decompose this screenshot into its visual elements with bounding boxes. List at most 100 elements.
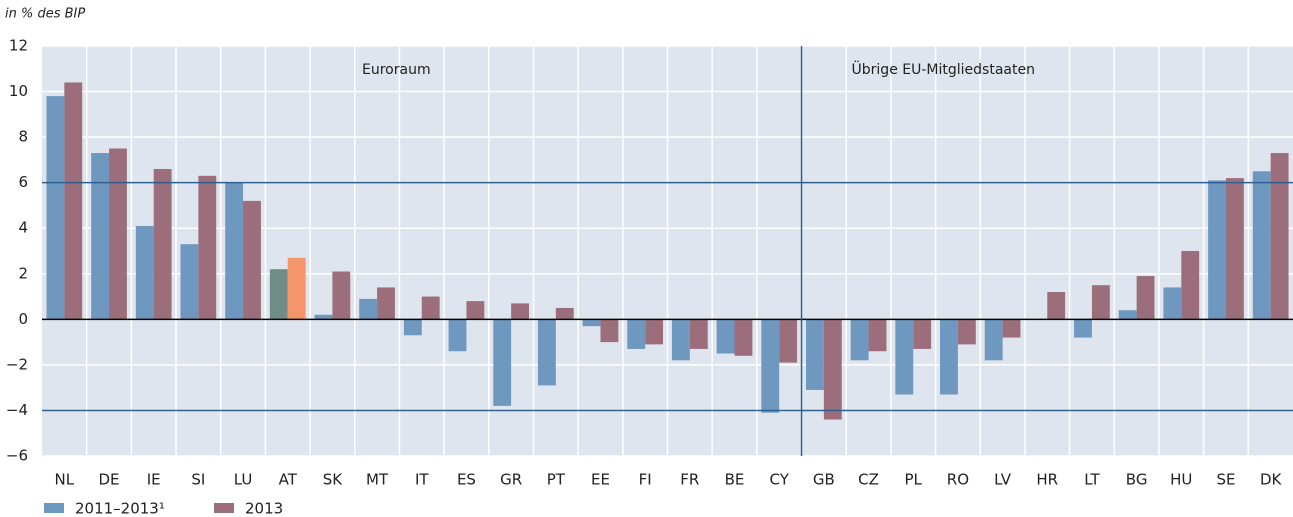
bar: [537, 319, 556, 386]
bar: [582, 319, 601, 327]
bar: [689, 319, 708, 349]
bar: [377, 287, 395, 320]
bar: [645, 319, 664, 345]
bar: [493, 319, 512, 406]
y-tick-label: 6: [18, 173, 28, 191]
bar: [1118, 310, 1137, 320]
x-tick-label: CZ: [858, 471, 879, 489]
bar: [448, 319, 467, 352]
legend-swatch: [44, 503, 64, 513]
bar: [671, 319, 690, 361]
x-tick-label: PT: [547, 471, 566, 489]
bar: [1208, 180, 1226, 320]
legend-label: 2013: [245, 500, 283, 517]
bar: [734, 319, 753, 356]
bar: [913, 319, 932, 349]
x-tick-label: ES: [457, 471, 476, 489]
x-tick-label: DE: [99, 471, 120, 489]
bar: [269, 269, 288, 320]
bar: [627, 319, 646, 349]
y-tick-label: 10: [9, 82, 28, 100]
y-tick-label: 0: [18, 310, 28, 328]
x-tick-label: IE: [147, 471, 161, 489]
bar: [1270, 153, 1289, 320]
bar: [1225, 178, 1244, 320]
y-tick-label: 8: [18, 128, 28, 146]
x-tick-label: IT: [415, 471, 429, 489]
bar: [1074, 319, 1092, 338]
x-tick-label: FR: [680, 471, 699, 489]
x-tick-label: PL: [905, 471, 923, 489]
x-tick-label: FI: [639, 471, 652, 489]
x-tick-label: NL: [55, 471, 75, 489]
legend-swatch: [214, 503, 234, 513]
bar: [940, 319, 958, 395]
bar: [895, 319, 914, 395]
y-tick-label: 12: [9, 37, 28, 55]
bar: [135, 225, 154, 320]
bar: [1252, 171, 1271, 320]
bar: [332, 271, 351, 320]
legend-label: 2011–2013¹: [75, 500, 165, 517]
bar: [1002, 319, 1021, 338]
group-label: Übrige EU-Mitgliedstaaten: [852, 60, 1035, 78]
y-tick-label: −6: [6, 447, 28, 465]
bar: [1047, 292, 1066, 320]
x-tick-label: HR: [1036, 471, 1058, 489]
x-tick-label: EE: [591, 471, 610, 489]
bar: [1091, 285, 1110, 320]
bar: [1136, 276, 1155, 320]
bar: [1181, 251, 1200, 320]
bar: [984, 319, 1003, 361]
bar: [716, 319, 735, 354]
bar: [403, 319, 422, 336]
x-tick-label: SE: [1216, 471, 1235, 489]
x-tick-label: DK: [1260, 471, 1283, 489]
bar: [823, 319, 842, 420]
bar: [180, 244, 199, 320]
x-tick-label: SK: [323, 471, 344, 489]
bar: [600, 319, 619, 343]
y-tick-label: −4: [6, 401, 28, 419]
y-axis-label: in % des BIP: [5, 7, 85, 22]
y-tick-label: 4: [18, 219, 28, 237]
bar: [421, 296, 440, 320]
bar: [1163, 287, 1182, 320]
x-tick-label: AT: [279, 471, 298, 489]
bar: [91, 153, 110, 320]
x-tick-label: MT: [366, 471, 389, 489]
x-tick-label: GB: [813, 471, 835, 489]
bar: [359, 298, 378, 320]
bar: [806, 319, 824, 390]
bar: [555, 307, 574, 320]
x-tick-label: SI: [191, 471, 205, 489]
bar: [761, 319, 780, 413]
x-tick-label: BG: [1126, 471, 1148, 489]
bar: [957, 319, 976, 345]
bar: [314, 314, 333, 320]
group-label: Euroraum: [362, 62, 431, 78]
bar: [243, 200, 261, 320]
bar: [868, 319, 887, 352]
bar: [850, 319, 869, 361]
x-tick-label: RO: [947, 471, 969, 489]
bar: [64, 82, 83, 320]
bar: [287, 257, 306, 320]
bar: [511, 303, 529, 320]
x-tick-label: HU: [1170, 471, 1192, 489]
bar: [153, 169, 172, 320]
x-tick-label: BE: [725, 471, 745, 489]
y-tick-label: −2: [6, 355, 28, 373]
bar: [46, 96, 65, 320]
bar: [109, 148, 127, 320]
bar: [466, 301, 485, 320]
x-tick-label: LU: [234, 471, 253, 489]
bar: [779, 319, 798, 363]
x-tick-label: LV: [994, 471, 1012, 489]
x-tick-label: LT: [1084, 471, 1100, 489]
bar: [225, 182, 244, 320]
bar: [198, 175, 217, 320]
y-tick-label: 2: [18, 264, 28, 282]
x-tick-label: GR: [500, 471, 522, 489]
